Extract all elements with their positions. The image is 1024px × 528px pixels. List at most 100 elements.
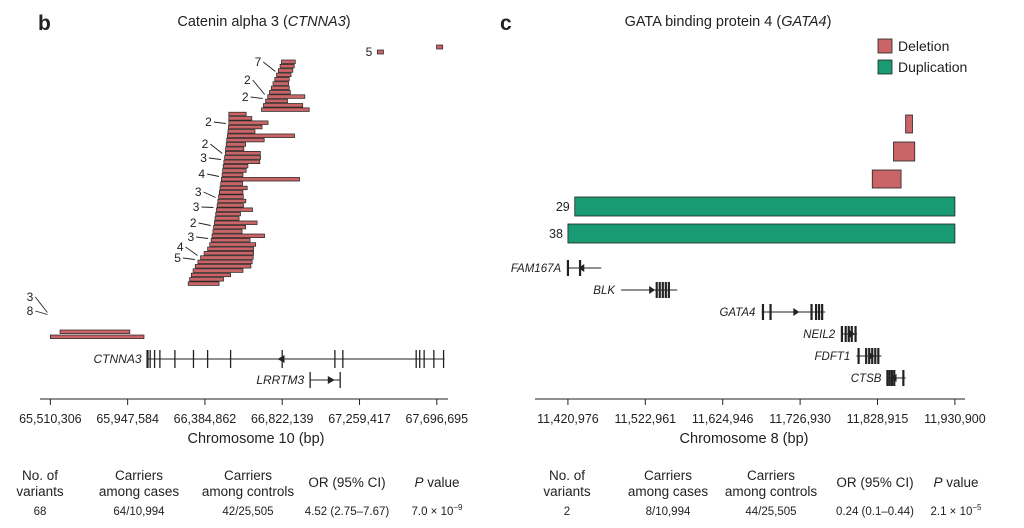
b-value-controls: 42/25,505 [222,506,273,518]
cnv-count-label: 4 [177,240,184,254]
deletion-bar [212,229,243,234]
deletion-bar [216,203,244,208]
deletion-bar [213,224,246,230]
c-value-p: 2.1 × 10−5 [930,503,982,518]
c-value-controls: 44/25,505 [745,506,796,518]
deletion-bar [228,124,263,130]
deletion-bar [215,211,241,217]
x-tick-label: 11,624,946 [692,412,754,426]
c-value-or: 0.24 (0.1–0.44) [836,506,914,518]
gene-label-neil2: NEIL2 [803,329,836,341]
panel-b-x-axis: 65,510,306 65,947,584 66,384,862 66,822,139… [19,398,468,426]
cnv-count-label: 3 [193,200,200,214]
cnv-count-label: 2 [242,90,249,104]
deletion-bar [277,68,294,73]
b-value-or: 4.52 (2.75–7.67) [305,506,390,518]
panel-b: b Catenin alpha 3 (CTNNA3) 5722223433234… [16,12,468,518]
deletion-bar [191,272,231,278]
panel-c-title: GATA binding protein 4 (GATA4) [625,14,832,30]
deletion-bar [228,120,269,125]
deletion-bar [220,181,243,186]
deletion-bar [213,220,258,225]
deletion-bar [221,172,244,178]
deletion-bar [270,85,290,91]
x-tick-label: 11,828,915 [847,412,909,426]
panel-c-x-axis: 11,420,976 11,522,961 11,624,946 11,726,930… [535,398,986,426]
deletion-bar [893,141,916,162]
b-value-p: 7.0 × 10−9 [411,503,463,518]
c-header-or: OR (95% CI) [836,475,913,490]
x-tick-label: 66,384,862 [174,412,237,426]
panel-b-xlabel: Chromosome 10 (bp) [188,431,325,447]
panel-b-title: Catenin alpha 3 (CTNNA3) [177,14,350,30]
cnv-count-label: 2 [205,115,212,129]
deletion-bar [209,242,257,247]
cnv-label-leader [250,96,263,99]
deletion-bar [272,81,289,86]
deletion-bar [376,49,384,55]
panel-c-label: c [500,12,512,35]
deletion-bar [224,151,261,156]
deletion-bar [211,233,265,238]
deletion-bar [194,264,252,269]
strand-arrow-icon [849,330,856,338]
deletion-bar [261,107,310,112]
cnv-label-leader [252,79,266,95]
deletion-bar [276,72,292,78]
strand-arrow-icon [868,352,875,360]
deletion-bar [226,137,265,143]
deletion-bar [218,194,244,199]
cnv-count-label: 7 [255,55,262,69]
deletion-bar [905,114,913,134]
c-header-controls: Carriers among controls [725,468,818,499]
gene-label-blk: BLK [593,285,616,297]
deletion-bar [200,255,254,260]
cnv-label-leader [198,222,211,226]
legend-deletion-swatch [877,38,893,54]
x-tick-label: 65,947,584 [96,412,159,426]
gene-label-ctsb: CTSB [851,373,882,385]
deletion-bar [267,94,306,99]
strand-arrow-icon [578,264,585,272]
b-value-cases: 64/10,994 [113,506,165,518]
cnv-label-leader [213,121,226,124]
cnv-label-leader [35,296,48,313]
legend-duplication-label: Duplication [898,59,967,75]
deletion-bar [228,111,247,117]
deletion-bar [436,44,444,50]
panel-c-cnv-bars: 29 38 [549,114,956,244]
b-header-controls: Carriers among controls [202,468,295,499]
deletion-bar [216,207,253,212]
deletion-bar [265,98,288,104]
cnv-count-label: 2 [202,137,209,151]
panel-c-stats-table: No. of variants Carriers among cases Carri… [543,468,982,518]
cnv-label-leader [35,310,48,315]
x-tick-label: 11,930,900 [924,412,986,426]
c-value-cases: 8/10,994 [646,506,691,518]
x-tick-label: 66,822,139 [251,412,314,426]
deletion-bar [225,146,245,151]
panel-b-gene-track: CTNNA3 LRRTM3 [94,350,445,388]
cnv-label-leader [263,61,276,72]
b-header-p: P value [414,475,459,490]
x-tick-label: 65,510,306 [19,412,82,426]
deletion-bar [187,281,220,286]
strand-arrow-icon [890,374,897,382]
deletion-bar [263,103,304,108]
cnv-count-label: 3 [187,230,194,244]
deletion-bar [269,90,291,95]
gene-label-fdft1: FDFT1 [815,351,851,363]
duplication-bar [574,196,956,217]
strand-arrow-icon [327,376,335,384]
cnv-label-leader [203,191,216,198]
c-header-variants: No. of variants [543,468,591,499]
c-value-variants: 2 [564,506,570,518]
panel-b-stats-table: No. of variants Carriers among cases Carri… [16,468,463,518]
gene-label-gata4: GATA4 [719,307,755,319]
legend-duplication-swatch [877,59,893,75]
deletion-bar [189,277,224,282]
deletion-bar [221,177,300,182]
